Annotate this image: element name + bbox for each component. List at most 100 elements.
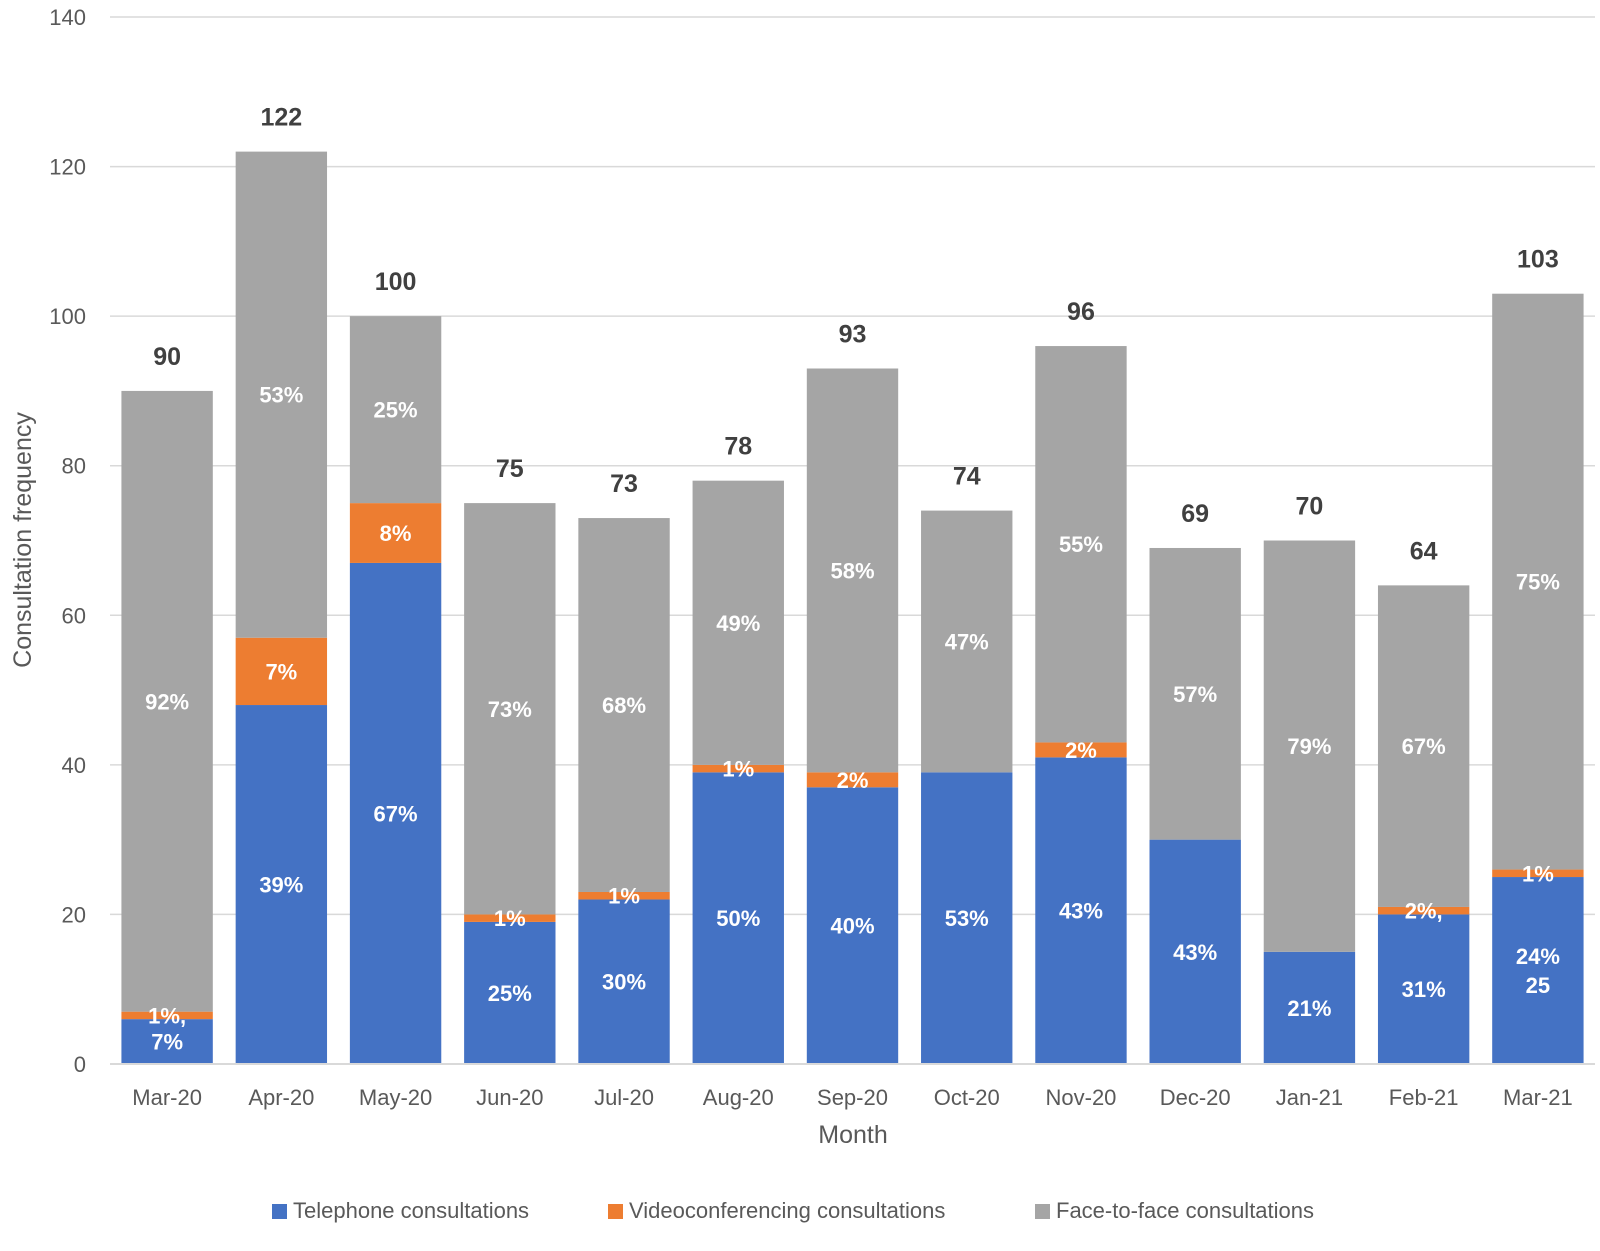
x-tick-label: Jul-20 xyxy=(594,1085,654,1110)
x-tick-label: Jan-21 xyxy=(1276,1085,1343,1110)
bar-segment xyxy=(692,480,784,765)
y-tick-label: 80 xyxy=(62,454,86,479)
x-tick-label: Dec-20 xyxy=(1160,1085,1231,1110)
legend-swatch xyxy=(608,1204,623,1219)
total-label: 93 xyxy=(839,320,867,348)
bar-segment xyxy=(1377,914,1470,1064)
total-label: 74 xyxy=(953,463,981,491)
segment-label: 25% xyxy=(374,398,418,423)
data-labels: 7%1%,92%9039%7%53%12267%8%25%10025%1%73%… xyxy=(145,104,1560,1055)
x-tick-label: Feb-21 xyxy=(1389,1085,1459,1110)
segment-label: 7% xyxy=(151,1030,183,1055)
segment-label: 25% xyxy=(488,981,532,1006)
segment-label: 57% xyxy=(1173,682,1217,707)
x-axis-title: Month xyxy=(818,1121,887,1149)
bar-segment xyxy=(464,503,556,915)
segment-label: 43% xyxy=(1059,899,1103,924)
bar-segment xyxy=(806,368,899,773)
y-tick-label: 40 xyxy=(62,753,86,778)
segment-label: 2% xyxy=(1065,738,1097,763)
segment-label: 73% xyxy=(488,697,532,722)
bar-segment xyxy=(464,921,556,1064)
bar-segment xyxy=(1035,757,1127,1064)
legend-swatch xyxy=(1035,1204,1050,1219)
bar-segment xyxy=(1377,585,1470,907)
bar-segment xyxy=(235,151,328,638)
bar-segment xyxy=(1263,540,1356,952)
segment-label: 43% xyxy=(1173,940,1217,965)
legend-label: Face-to-face consultations xyxy=(1056,1198,1314,1223)
y-tick-label: 20 xyxy=(62,902,86,927)
total-label: 100 xyxy=(375,268,417,296)
total-label: 78 xyxy=(724,433,752,461)
y-axis-title: Consultation frequency xyxy=(9,412,37,668)
bar-segment xyxy=(578,891,670,900)
legend-label: Telephone consultations xyxy=(293,1198,529,1223)
segment-label: 1% xyxy=(608,884,640,909)
bar-segment xyxy=(1492,869,1584,878)
bar-segment xyxy=(1035,346,1127,743)
segment-label: 1% xyxy=(494,906,526,931)
x-tick-label: Aug-20 xyxy=(703,1085,774,1110)
total-label: 96 xyxy=(1067,298,1095,326)
total-label: 75 xyxy=(496,455,524,483)
segment-label: 39% xyxy=(259,873,303,898)
x-tick-label: Mar-21 xyxy=(1503,1085,1573,1110)
segment-label: 67% xyxy=(374,801,418,826)
segment-label: 31% xyxy=(1402,977,1446,1002)
segment-label: 7% xyxy=(265,659,297,684)
x-tick-label: Jun-20 xyxy=(476,1085,543,1110)
segment-label: 79% xyxy=(1287,734,1331,759)
segment-label: 1% xyxy=(1522,861,1554,886)
bar-segment xyxy=(349,562,442,1064)
segment-label: 58% xyxy=(830,558,874,583)
bar-segment xyxy=(578,899,670,1064)
legend-swatch xyxy=(272,1204,287,1219)
bar-segment xyxy=(1263,951,1356,1064)
bar-segment xyxy=(692,764,784,773)
bar-segment xyxy=(1149,839,1241,1064)
segment-label: 53% xyxy=(259,383,303,408)
bars xyxy=(121,151,1584,1064)
y-tick-label: 60 xyxy=(62,603,86,628)
total-label: 90 xyxy=(153,343,181,371)
bar-segment xyxy=(464,914,556,922)
bar-segment xyxy=(692,772,784,1064)
bar-segment xyxy=(1377,906,1470,915)
segment-label: 53% xyxy=(945,906,989,931)
bar-segment xyxy=(1149,547,1241,840)
segment-label: 25 xyxy=(1526,973,1550,998)
bar-segment xyxy=(1492,877,1584,1064)
segment-label: 24% xyxy=(1516,944,1560,969)
total-label: 69 xyxy=(1181,500,1209,528)
segment-label: 55% xyxy=(1059,532,1103,557)
bar-segment xyxy=(806,772,899,788)
segment-label: 50% xyxy=(716,906,760,931)
segment-label: 1% xyxy=(722,757,754,782)
legend-label: Videoconferencing consultations xyxy=(629,1198,945,1223)
total-label: 103 xyxy=(1517,246,1559,274)
total-label: 73 xyxy=(610,470,638,498)
segment-label: 75% xyxy=(1516,570,1560,595)
y-tick-label: 120 xyxy=(49,155,86,180)
bar-segment xyxy=(578,518,670,892)
bar-segment xyxy=(121,1019,213,1064)
segment-label: 8% xyxy=(380,521,412,546)
y-tick-label: 140 xyxy=(49,5,86,30)
y-tick-label: 0 xyxy=(74,1052,86,1077)
segment-label: 2%, xyxy=(1405,899,1443,924)
segment-label: 40% xyxy=(830,914,874,939)
x-tick-label: Mar-20 xyxy=(132,1085,202,1110)
bar-segment xyxy=(235,705,328,1064)
x-tick-label: Oct-20 xyxy=(934,1085,1000,1110)
bar-segment xyxy=(1492,293,1584,870)
total-label: 70 xyxy=(1296,493,1324,521)
bar-segment xyxy=(235,637,328,706)
x-tick-label: Sep-20 xyxy=(817,1085,888,1110)
segment-label: 92% xyxy=(145,689,189,714)
bar-segment xyxy=(121,1011,213,1020)
segment-label: 2% xyxy=(837,768,869,793)
legend: Telephone consultations Videoconferencing… xyxy=(272,1198,1314,1223)
